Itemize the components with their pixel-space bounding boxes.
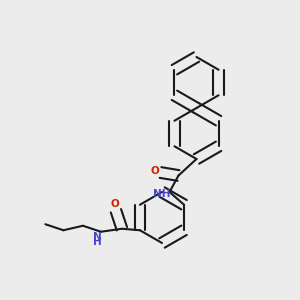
Text: H: H xyxy=(93,237,101,247)
Text: O: O xyxy=(110,199,119,209)
Text: N: N xyxy=(93,232,101,242)
Text: O: O xyxy=(151,166,160,176)
Text: NH: NH xyxy=(153,188,171,199)
